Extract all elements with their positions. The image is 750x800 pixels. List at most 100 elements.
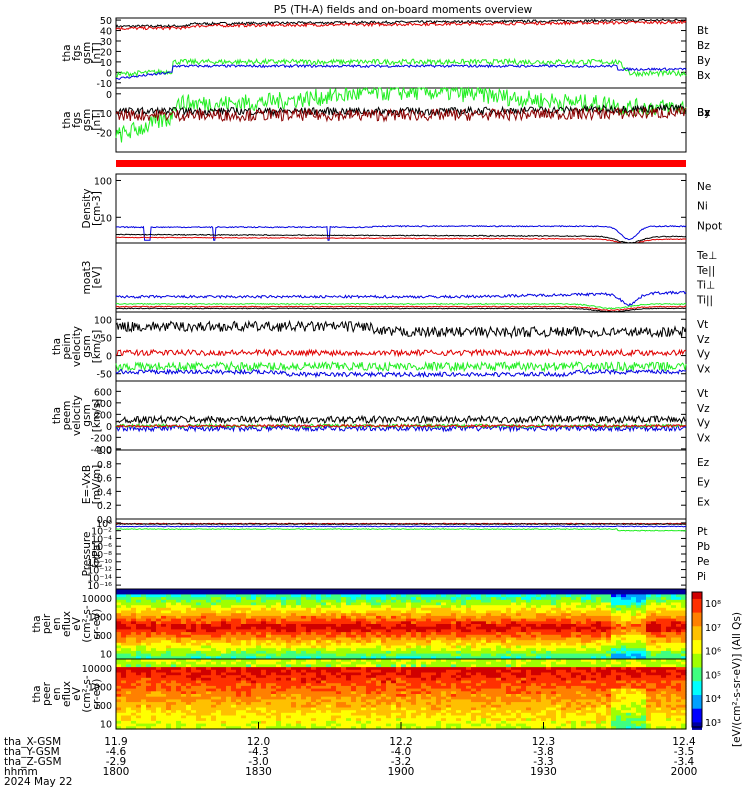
spec-cell — [366, 648, 372, 652]
spec-cell — [211, 680, 217, 684]
spec-cell — [191, 672, 197, 676]
spec-cell — [156, 589, 162, 593]
spec-cell — [636, 653, 642, 657]
spec-cell — [331, 594, 337, 598]
spec-cell — [421, 607, 427, 612]
spec-cell — [446, 677, 452, 682]
spec-cell — [346, 669, 352, 674]
spec-cell — [216, 688, 222, 692]
spec-cell — [371, 715, 377, 719]
spec-cell — [426, 637, 432, 641]
spec-cell — [121, 634, 127, 639]
spec-cell — [576, 602, 582, 606]
spec-cell — [441, 723, 447, 727]
spec-cell — [421, 661, 427, 665]
spec-cell — [371, 702, 377, 706]
spec-cell — [266, 653, 272, 657]
spec-cell — [336, 626, 342, 630]
spec-cell — [326, 613, 332, 617]
spec-cell — [391, 602, 397, 606]
spec-cell — [191, 712, 197, 717]
spec-cell — [501, 650, 507, 655]
spec-cell — [176, 629, 182, 633]
spec-cell — [221, 640, 227, 644]
spec-cell — [391, 688, 397, 692]
spec-cell — [351, 723, 357, 727]
spec-cell — [356, 718, 362, 722]
spec-cell — [546, 645, 552, 649]
spec-cell — [121, 699, 127, 703]
spec-cell — [221, 726, 227, 730]
spec-cell — [571, 645, 577, 649]
spec-cell — [591, 602, 597, 606]
spec-cell — [526, 613, 532, 617]
spec-cell — [306, 659, 312, 663]
spec-cell — [346, 720, 352, 725]
spec-cell — [136, 661, 142, 665]
spec-cell — [246, 615, 252, 620]
spec-cell — [226, 699, 232, 703]
spec-cell — [246, 683, 252, 687]
spec-cell — [311, 699, 317, 703]
spec-cell — [361, 685, 367, 690]
spec-cell — [166, 723, 172, 727]
spec-cell — [266, 645, 272, 649]
spec-cell — [486, 621, 492, 625]
spec-cell — [256, 667, 262, 671]
spec-cell — [356, 613, 362, 617]
spec-cell — [411, 672, 417, 676]
spec-cell — [191, 704, 197, 709]
spec-cell — [166, 656, 172, 660]
spec-cell — [196, 661, 202, 665]
spec-cell — [286, 618, 292, 622]
spec-cell — [381, 715, 387, 719]
spec-cell — [276, 599, 282, 604]
spec-cell — [301, 629, 307, 633]
spec-cell — [486, 624, 492, 628]
spec-cell — [296, 685, 302, 690]
spec-cell — [226, 589, 232, 593]
spec-cell — [681, 629, 687, 633]
spec-cell — [131, 591, 137, 595]
spec-cell — [316, 607, 322, 612]
spec-cell — [361, 688, 367, 692]
spec-cell — [201, 594, 207, 598]
spec-cell — [371, 656, 377, 660]
spec-cell — [491, 648, 497, 652]
spec-cell — [636, 607, 642, 612]
spec-cell — [356, 688, 362, 692]
spec-cell — [301, 605, 307, 609]
spec-cell — [476, 645, 482, 649]
spec-cell — [201, 723, 207, 727]
spec-cell — [556, 594, 562, 598]
spec-cell — [171, 650, 177, 655]
spec-cell — [626, 650, 632, 655]
spec-cell — [646, 613, 652, 617]
spec-cell — [381, 607, 387, 612]
spec-cell — [161, 659, 167, 663]
y-tick-label: 100 — [94, 315, 112, 326]
spec-cell — [331, 634, 337, 639]
spec-cell — [291, 650, 297, 655]
spec-cell — [306, 664, 312, 668]
spec-cell — [201, 685, 207, 690]
spec-cell — [281, 642, 287, 647]
spec-cell — [341, 637, 347, 641]
spec-cell — [206, 688, 212, 692]
spec-cell — [531, 621, 537, 625]
spec-cell — [276, 615, 282, 620]
spec-cell — [151, 602, 157, 606]
spec-cell — [196, 718, 202, 722]
spec-cell — [511, 637, 517, 641]
spec-cell — [186, 618, 192, 622]
spec-cell — [151, 688, 157, 692]
spec-cell — [121, 669, 127, 674]
spec-cell — [201, 597, 207, 601]
spec-cell — [631, 597, 637, 601]
spec-cell — [656, 605, 662, 609]
spec-cell — [311, 656, 317, 660]
spec-cell — [341, 599, 347, 604]
spec-cell — [236, 672, 242, 676]
spec-cell — [286, 621, 292, 625]
